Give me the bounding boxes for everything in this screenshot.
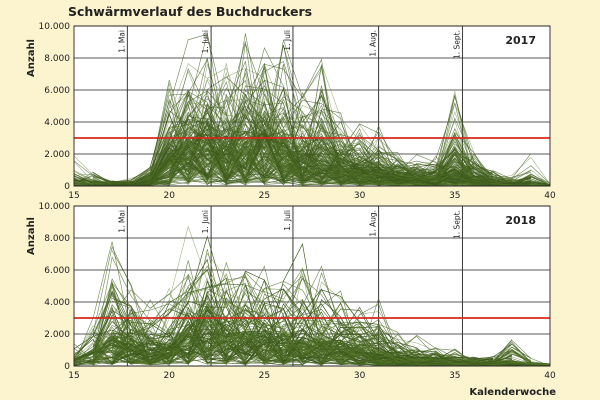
plot-frame — [73, 205, 551, 367]
series-line — [74, 338, 493, 365]
y-axis-title-bottom: Anzahl — [26, 217, 37, 255]
series-line — [92, 138, 531, 186]
y-tick-label: 6.000 — [44, 86, 70, 96]
panels: 0 2.000 4.000 6.000 8.000 10.000 1. Mai 1. Juni… — [39, 22, 556, 381]
chart-title: Schwärmverlauf des Buchdruckers — [68, 4, 312, 19]
year-label: 2017 — [505, 34, 536, 47]
series-line — [74, 140, 532, 186]
x-tick-label: 25 — [259, 191, 270, 201]
month-label: 1. Juli — [283, 210, 292, 231]
series-line — [74, 65, 494, 185]
x-tick-label: 20 — [163, 191, 175, 201]
series-line — [74, 89, 532, 186]
x-tick-label: 25 — [259, 371, 270, 381]
month-label: 1. Aug. — [369, 210, 378, 237]
x-tick-label: 35 — [449, 371, 460, 381]
month-label: 1. Sept. — [452, 30, 461, 59]
series-line — [111, 279, 493, 365]
panel-2017: 0 2.000 4.000 6.000 8.000 10.000 1. Mai 1. Juni… — [39, 22, 556, 201]
series-line — [111, 258, 493, 365]
y-tick-label: 4.000 — [44, 298, 70, 308]
series-line — [92, 103, 512, 186]
series-line — [112, 141, 532, 186]
x-tick-label: 35 — [449, 191, 460, 201]
series-line — [112, 135, 532, 186]
series-line — [112, 135, 512, 186]
x-tick-label: 15 — [68, 371, 79, 381]
x-axis-title: Kalenderwoche — [469, 387, 556, 398]
y-tick-label: 2.000 — [44, 150, 70, 160]
panel-2018: 0 2.000 4.000 6.000 8.000 10.000 1. Mai 1. Juni… — [39, 202, 556, 381]
y-tick-label: 10.000 — [39, 22, 71, 32]
x-tick-label: 40 — [544, 371, 556, 381]
month-label: 1. Juni — [201, 210, 210, 233]
series-line — [74, 330, 493, 366]
series-line — [92, 96, 550, 186]
plot-frame — [73, 25, 551, 187]
x-tick-label: 15 — [68, 191, 79, 201]
y-tick-label: 2.000 — [44, 330, 70, 340]
y-tick-label: 8.000 — [44, 234, 70, 244]
y-tick-label: 0 — [64, 362, 70, 372]
month-label: 1. Juni — [201, 30, 210, 53]
y-axis-title-top: Anzahl — [26, 39, 37, 77]
y-tick-label: 4.000 — [44, 118, 70, 128]
series-line — [92, 304, 493, 365]
y-tick-label: 6.000 — [44, 266, 70, 276]
series-line — [92, 113, 550, 186]
x-tick-label: 20 — [163, 371, 175, 381]
series-line — [92, 304, 532, 366]
month-label: 1. Aug. — [369, 30, 378, 57]
year-label: 2018 — [505, 214, 536, 227]
series-line — [112, 98, 512, 185]
series-line — [74, 136, 512, 186]
x-tick-label: 30 — [354, 371, 366, 381]
x-tick-label: 40 — [544, 191, 556, 201]
month-label: 1. Juli — [283, 30, 292, 51]
month-label: 1. Mai — [117, 30, 126, 53]
series-line — [92, 241, 493, 364]
month-label: 1. Mai — [117, 210, 126, 233]
y-tick-label: 8.000 — [44, 54, 70, 64]
y-tick-label: 0 — [64, 182, 70, 192]
month-label: 1. Sept. — [452, 210, 461, 239]
y-tick-label: 10.000 — [39, 202, 71, 212]
series-line — [112, 63, 512, 185]
series-group — [74, 33, 550, 186]
series-line — [111, 326, 550, 366]
series-line — [112, 67, 550, 186]
series-line — [112, 133, 512, 186]
x-tick-label: 30 — [354, 191, 366, 201]
series-group — [74, 225, 550, 366]
series-line — [92, 33, 493, 186]
series-line — [74, 131, 493, 186]
